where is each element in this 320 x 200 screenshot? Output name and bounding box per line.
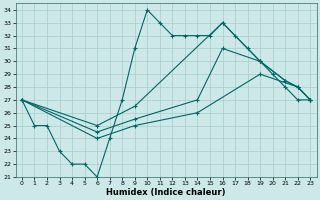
X-axis label: Humidex (Indice chaleur): Humidex (Indice chaleur) — [106, 188, 226, 197]
